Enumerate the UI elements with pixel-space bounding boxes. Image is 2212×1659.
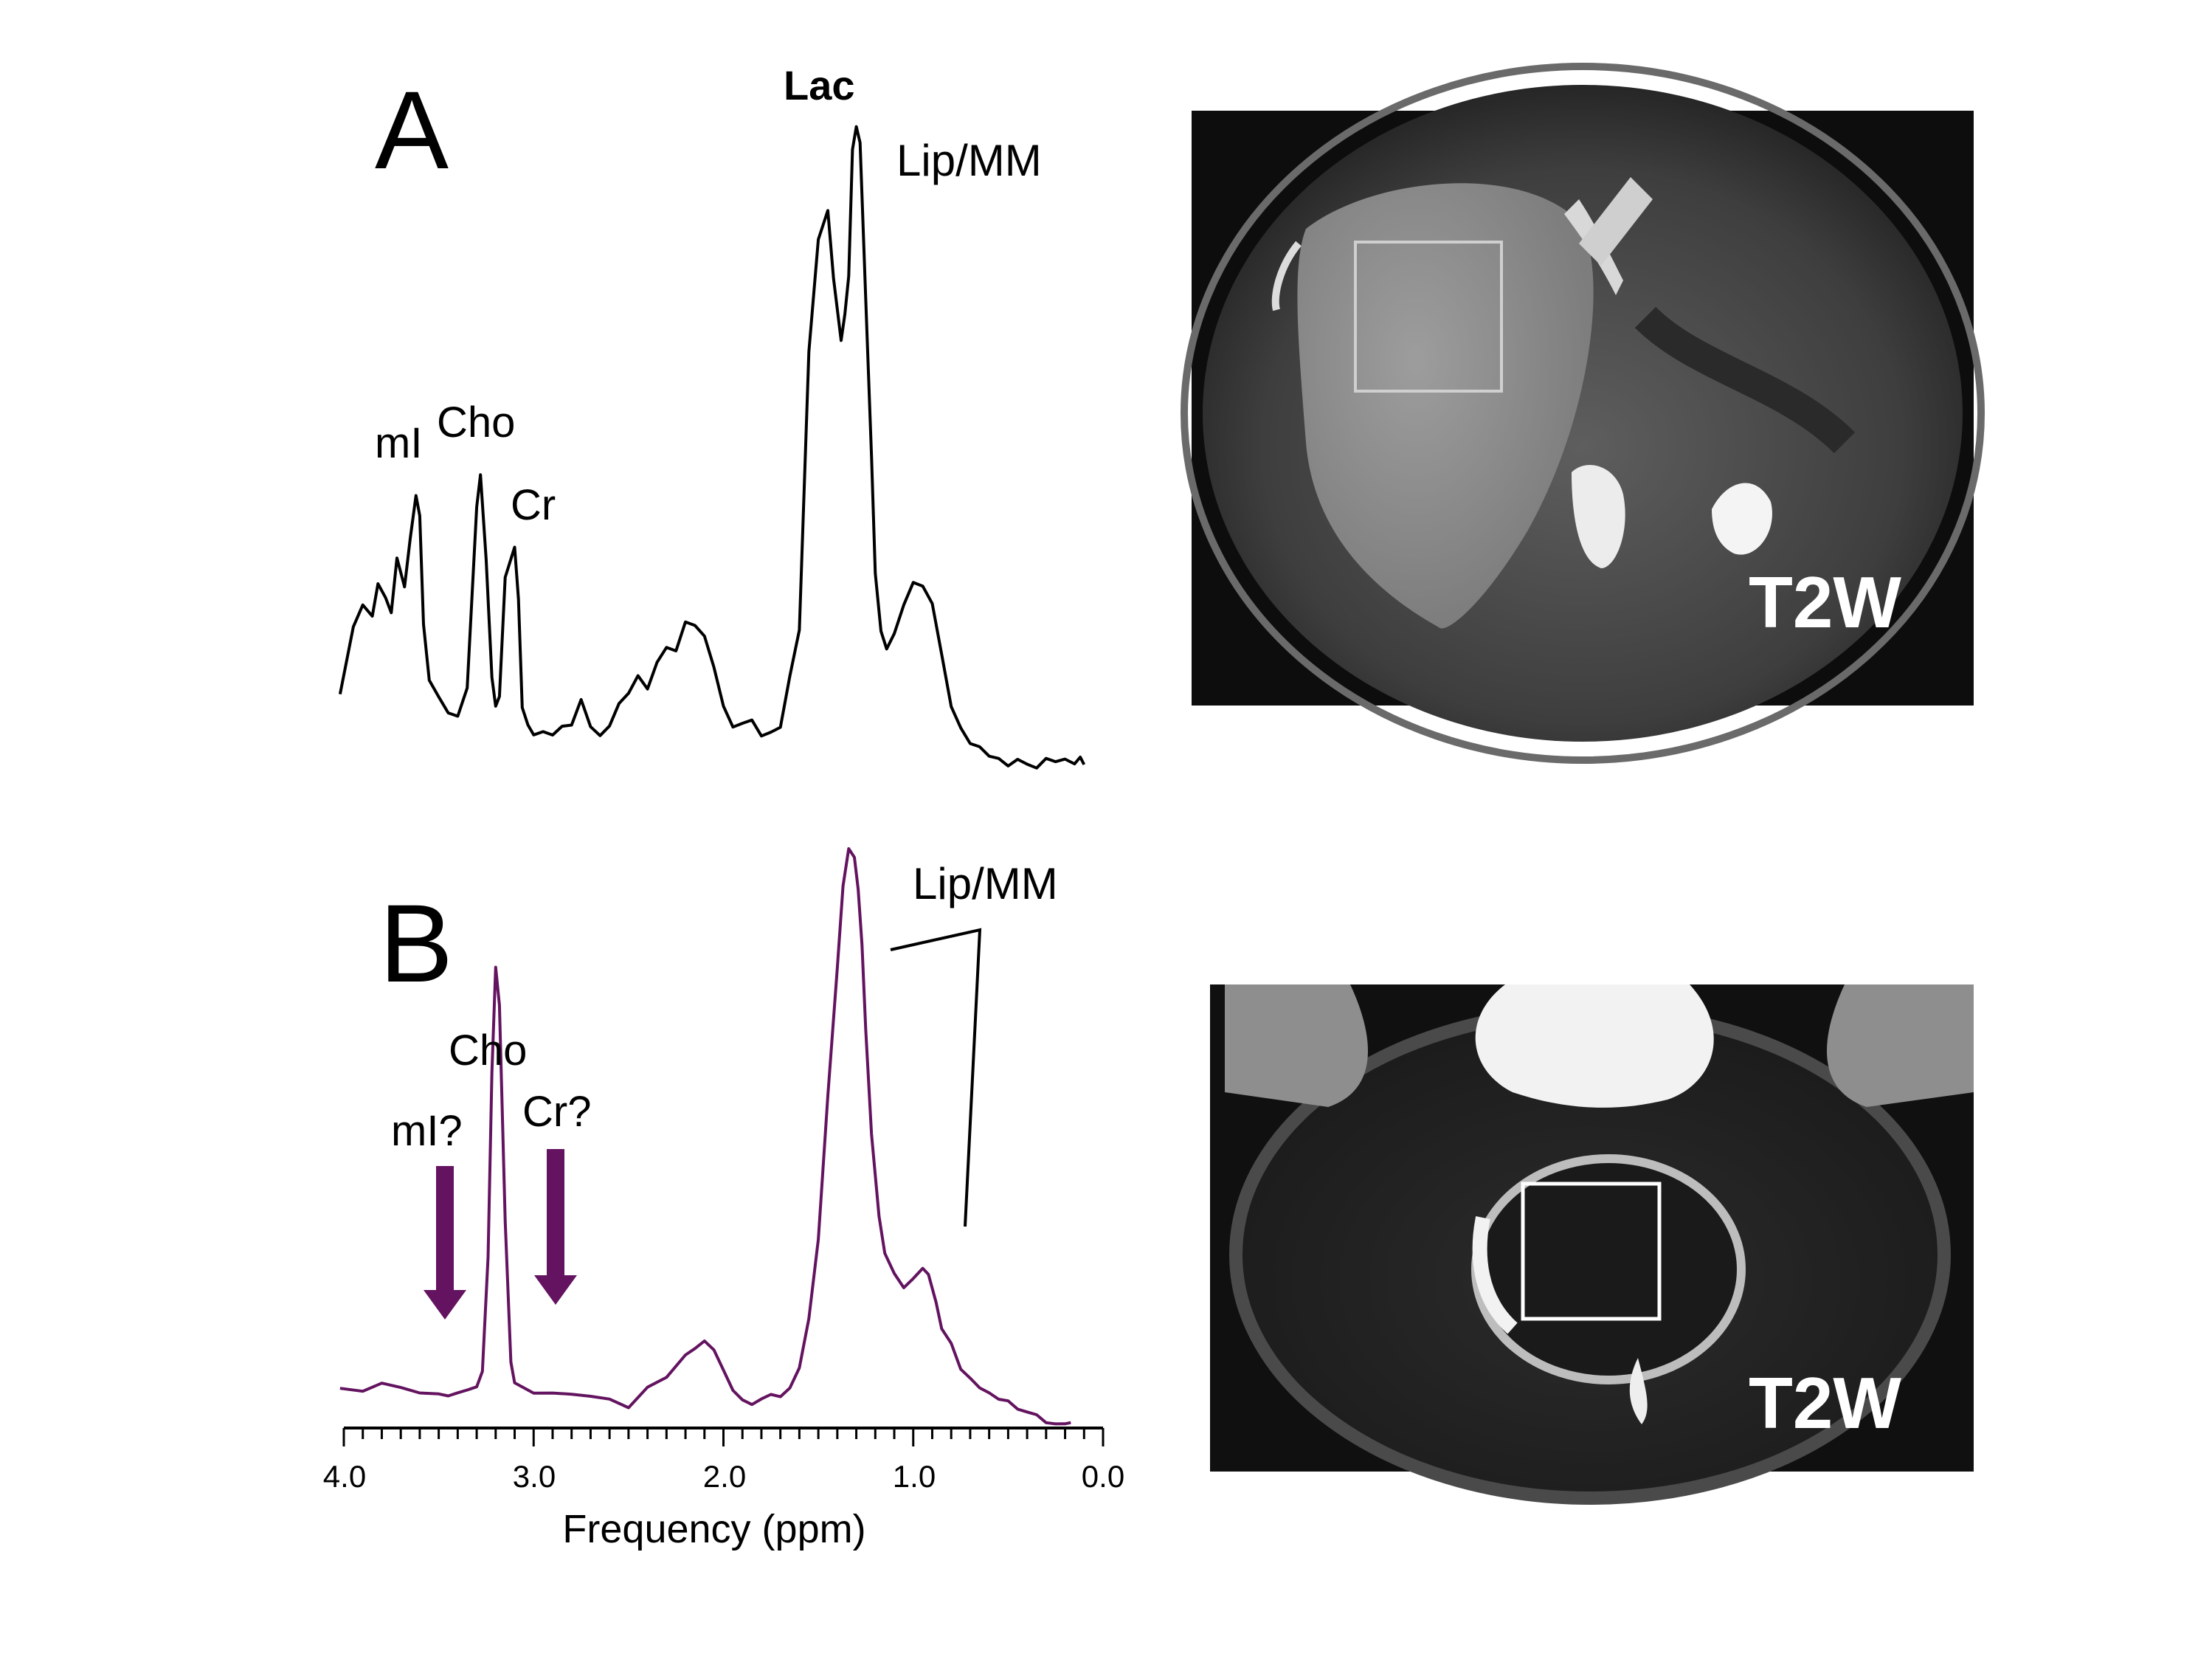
panel-a-letter: A (375, 68, 449, 192)
mri-image-a: T2W (1181, 63, 1985, 764)
x-tick-label-3: 3.0 (513, 1459, 556, 1494)
spectrum-a (338, 125, 1086, 770)
x-tick-label-4: 4.0 (323, 1459, 366, 1494)
panel-b: B Lip/MM Cho mI? Cr? 4.0 3.0 2.0 1.0 0.0… (323, 847, 1124, 1551)
spectrum-b (339, 847, 1071, 1426)
cr-label-a: Cr (511, 481, 556, 529)
x-ticks (342, 1428, 1105, 1446)
lip-mm-leader-line (890, 928, 982, 1227)
mri-image-b: T2W (1210, 984, 1974, 1505)
x-axis-title: Frequency (ppm) (562, 1507, 865, 1551)
lip-mm-label-a: Lip/MM (896, 136, 1042, 185)
mi-label-a: mI (375, 419, 422, 467)
lip-mm-label-b: Lip/MM (913, 859, 1058, 908)
panel-b-letter: B (379, 881, 453, 1005)
voxel-box-b (1521, 1182, 1662, 1321)
voxel-box-a (1354, 241, 1503, 393)
cr-label-b: Cr? (522, 1088, 591, 1136)
x-axis: 4.0 3.0 2.0 1.0 0.0 Frequency (ppm) (323, 1427, 1124, 1551)
spectrum-b-line (339, 847, 1071, 1426)
x-tick-label-2: 2.0 (703, 1459, 746, 1494)
mi-label-b: mI? (391, 1107, 463, 1155)
x-tick-label-0: 0.0 (1082, 1459, 1124, 1494)
cho-label-b: Cho (449, 1027, 527, 1075)
panel-a: A Lac Lip/MM mI Cho Cr (338, 62, 1086, 770)
spectrum-a-line (338, 125, 1086, 770)
mri-a-label: T2W (1749, 562, 1901, 643)
mri-b-label: T2W (1749, 1362, 1901, 1444)
x-tick-label-1: 1.0 (893, 1459, 936, 1494)
lac-label: Lac (784, 62, 855, 108)
arrow-mi (424, 1166, 466, 1320)
arrow-cr (534, 1149, 577, 1305)
cho-label-a: Cho (437, 399, 515, 446)
